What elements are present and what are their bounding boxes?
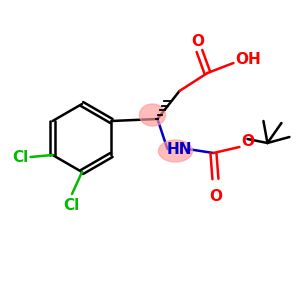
Ellipse shape [140,104,165,126]
Text: O: O [242,134,254,148]
Text: O: O [209,189,222,204]
Text: HN: HN [167,142,192,157]
Text: Cl: Cl [12,149,28,164]
Ellipse shape [158,140,192,162]
Text: OH: OH [236,52,261,67]
Text: O: O [191,34,204,49]
Text: Cl: Cl [63,198,79,213]
